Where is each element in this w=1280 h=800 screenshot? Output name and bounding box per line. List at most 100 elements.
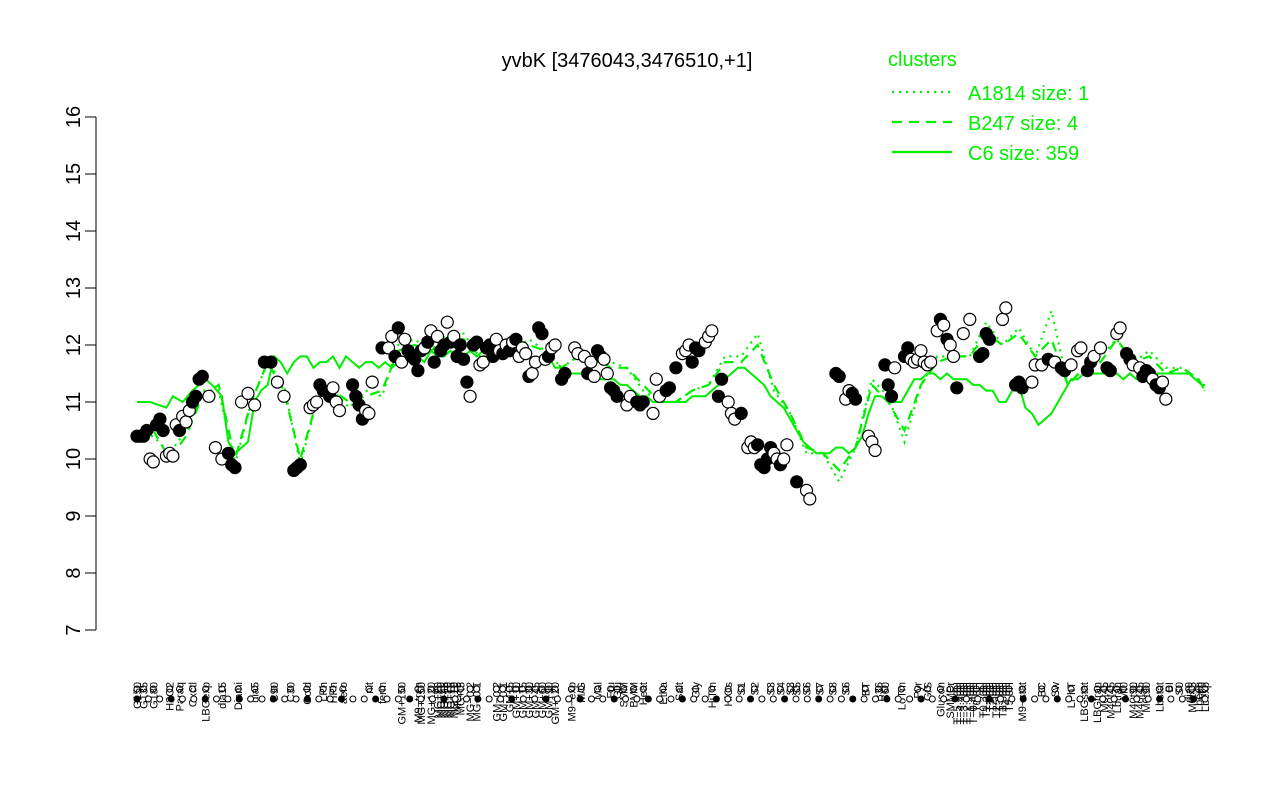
data-point [172, 423, 187, 438]
x-tick-marker [360, 695, 368, 703]
legend-title: clusters [888, 49, 957, 71]
x-tick-marker [485, 695, 493, 703]
data-point [901, 341, 915, 355]
x-tick-marker [140, 685, 147, 693]
data-point [166, 449, 180, 463]
x-tick-marker [1067, 685, 1075, 693]
data-point [326, 381, 340, 395]
x-tick-marker [1110, 695, 1118, 703]
x-tick-marker [928, 695, 936, 703]
x-tick-marker [456, 685, 464, 693]
data-point [447, 329, 461, 343]
x-tick-marker [962, 695, 970, 703]
data-point [714, 372, 729, 386]
data-point [610, 389, 624, 403]
data-point [1093, 341, 1108, 355]
x-tick-marker [656, 695, 664, 703]
x-tick-marker [1018, 685, 1026, 693]
x-tick-marker [1008, 695, 1016, 703]
x-tick-marker [667, 695, 675, 703]
data-point [995, 312, 1010, 326]
data-points [130, 301, 1173, 506]
data-point [362, 406, 376, 420]
x-tick-marker [519, 695, 527, 703]
x-tick-marker [326, 695, 334, 703]
x-tick-marker [303, 695, 311, 703]
chart-title: yvbK [3476043,3476510,+1] [502, 50, 753, 72]
data-point [881, 378, 895, 392]
x-axis: G150G135G180H2O2ParaqOxctlLBGexpdia15Dia… [132, 681, 1212, 724]
x-tick-marker [737, 685, 745, 693]
x-tick-marker [1144, 695, 1152, 703]
x-tick-marker [378, 685, 386, 693]
data-point [999, 301, 1013, 315]
data-point [777, 452, 791, 466]
data-point [868, 443, 882, 457]
x-tick-marker [747, 695, 754, 703]
x-tick-marker [406, 695, 414, 703]
x-tick-marker [201, 695, 209, 703]
data-point [884, 389, 899, 403]
x-tick-label: HiOs [723, 682, 735, 707]
x-tick-marker [1167, 695, 1175, 703]
x-tick-marker [599, 695, 607, 703]
x-tick-marker [1042, 695, 1050, 703]
x-tick-marker [545, 685, 552, 693]
x-tick-marker [750, 685, 758, 693]
y-tick-label: 9 [63, 510, 85, 521]
x-tick-marker [269, 695, 277, 703]
x-tick-marker [473, 685, 481, 693]
x-tick-marker [881, 685, 889, 693]
data-point [346, 378, 360, 392]
x-tick-marker [622, 695, 630, 703]
x-tick-marker [769, 695, 777, 703]
x-tick-label: Oxctl [188, 682, 200, 707]
x-tick-label: S7 [815, 682, 827, 695]
data-point [457, 352, 471, 366]
data-point [646, 406, 660, 420]
x-tick-marker [497, 695, 505, 703]
x-tick-marker [639, 685, 647, 693]
x-tick-marker [303, 685, 311, 693]
data-point [600, 366, 614, 381]
x-tick-label: Gly [691, 682, 703, 699]
data-point [248, 398, 262, 412]
x-tick-label: S1 [736, 682, 748, 695]
y-tick-label: 14 [63, 220, 85, 242]
data-point [1159, 392, 1173, 406]
x-tick-marker [917, 695, 925, 703]
x-tick-marker [567, 685, 575, 693]
data-point [1025, 375, 1039, 389]
x-tick-marker [234, 685, 242, 693]
data-point [476, 355, 490, 369]
x-tick-marker [1122, 695, 1129, 703]
x-tick-marker [1133, 695, 1141, 703]
x-tick-label: S8 [828, 682, 840, 695]
data-point [956, 327, 970, 341]
x-tick-marker [923, 685, 931, 693]
x-tick-marker [594, 685, 601, 693]
x-tick-marker [659, 685, 667, 693]
data-point [976, 347, 990, 361]
x-tick-marker [287, 685, 294, 693]
data-point [750, 438, 765, 452]
x-tick-marker [1190, 695, 1198, 703]
x-tick-marker [701, 695, 709, 703]
x-tick-marker [251, 685, 259, 693]
x-tick-marker [190, 695, 198, 703]
x-tick-marker [281, 695, 289, 703]
x-tick-label: MG+t5 [455, 682, 467, 715]
x-tick-label: Glu [612, 682, 624, 699]
x-tick-marker [829, 685, 837, 693]
data-point [711, 389, 726, 403]
data-point [156, 423, 170, 438]
x-tick-marker [803, 685, 810, 693]
x-tick-label: Sw [1050, 682, 1062, 697]
x-tick-label: Pyr [913, 682, 925, 699]
x-tick-label: T−5.40H [952, 682, 964, 725]
x-tick-marker [224, 695, 232, 703]
data-point [662, 381, 677, 395]
x-tick-marker [675, 685, 683, 693]
x-tick-marker [1005, 685, 1013, 693]
x-tick-label: S5 [792, 682, 804, 695]
